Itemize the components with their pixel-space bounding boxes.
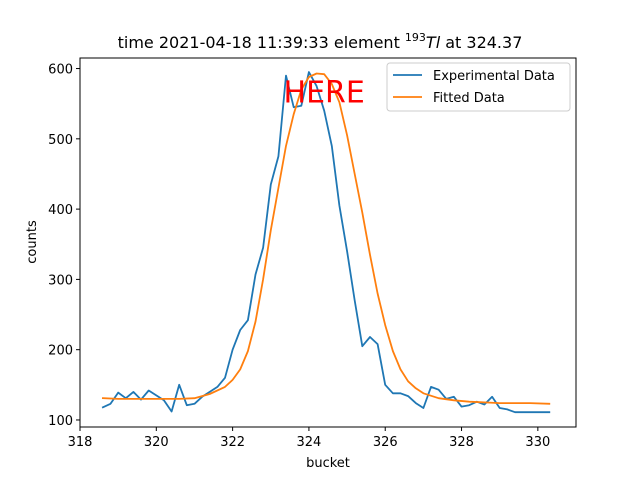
y-tick-label: 200 xyxy=(48,344,73,359)
y-axis-label: counts xyxy=(25,220,40,264)
x-tick-label: 330 xyxy=(525,435,550,450)
legend: Experimental Data Fitted Data xyxy=(386,62,571,112)
y-tick-label: 300 xyxy=(48,273,73,288)
x-tick-label: 318 xyxy=(68,435,93,450)
y-tick-label: 600 xyxy=(48,63,73,78)
legend-box xyxy=(386,62,571,112)
x-tick-label: 326 xyxy=(373,435,398,450)
x-axis: 318 320 322 324 326 328 330 xyxy=(68,427,550,450)
plot-frame xyxy=(79,57,577,428)
plot-area xyxy=(80,58,576,427)
y-tick-label: 400 xyxy=(48,203,73,218)
x-tick-label: 322 xyxy=(220,435,245,450)
x-axis-label: bucket xyxy=(306,456,350,471)
y-axis: 100 200 300 400 500 600 xyxy=(48,63,80,429)
legend-label-experimental: Experimental Data xyxy=(433,69,555,84)
x-tick-label: 328 xyxy=(449,435,474,450)
x-tick-label: 324 xyxy=(297,435,322,450)
y-tick-label: 500 xyxy=(48,133,73,148)
x-tick-label: 320 xyxy=(144,435,169,450)
y-tick-label: 100 xyxy=(48,414,73,429)
annotation-layer: HERE xyxy=(284,75,365,110)
legend-label-fitted: Fitted Data xyxy=(433,91,505,106)
series-layer xyxy=(101,71,551,414)
chart-title: time 2021-04-18 11:39:33 element 193Tl a… xyxy=(118,31,523,52)
series-line-fitted xyxy=(101,72,551,405)
annotation-here: HERE xyxy=(284,75,365,110)
